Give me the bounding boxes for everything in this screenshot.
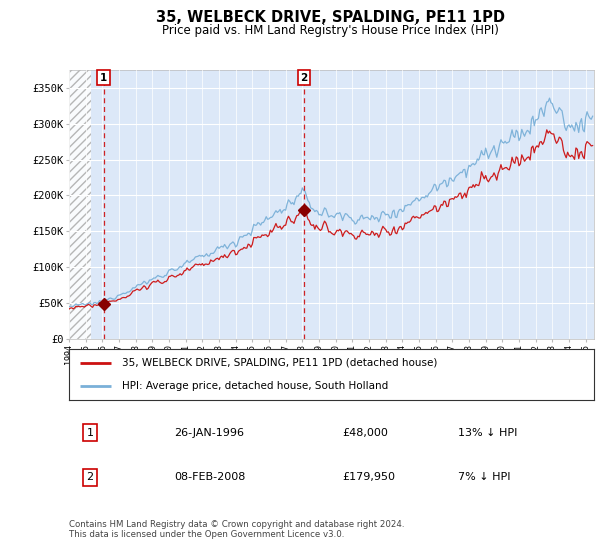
Text: 13% ↓ HPI: 13% ↓ HPI bbox=[458, 428, 517, 437]
Bar bbox=[69, 70, 91, 339]
Text: 26-JAN-1996: 26-JAN-1996 bbox=[174, 428, 244, 437]
Text: Price paid vs. HM Land Registry's House Price Index (HPI): Price paid vs. HM Land Registry's House … bbox=[161, 24, 499, 36]
Text: 1: 1 bbox=[86, 428, 94, 437]
Text: 35, WELBECK DRIVE, SPALDING, PE11 1PD (detached house): 35, WELBECK DRIVE, SPALDING, PE11 1PD (d… bbox=[121, 358, 437, 368]
Text: 08-FEB-2008: 08-FEB-2008 bbox=[174, 473, 245, 482]
Text: £179,950: £179,950 bbox=[342, 473, 395, 482]
Text: Contains HM Land Registry data © Crown copyright and database right 2024.
This d: Contains HM Land Registry data © Crown c… bbox=[69, 520, 404, 539]
Text: £48,000: £48,000 bbox=[342, 428, 388, 437]
Bar bbox=[69, 70, 91, 339]
Text: 2: 2 bbox=[301, 73, 308, 83]
Text: 1: 1 bbox=[100, 73, 107, 83]
Text: 35, WELBECK DRIVE, SPALDING, PE11 1PD: 35, WELBECK DRIVE, SPALDING, PE11 1PD bbox=[155, 10, 505, 25]
Text: 7% ↓ HPI: 7% ↓ HPI bbox=[458, 473, 510, 482]
Text: HPI: Average price, detached house, South Holland: HPI: Average price, detached house, Sout… bbox=[121, 381, 388, 391]
Text: 2: 2 bbox=[86, 473, 94, 482]
